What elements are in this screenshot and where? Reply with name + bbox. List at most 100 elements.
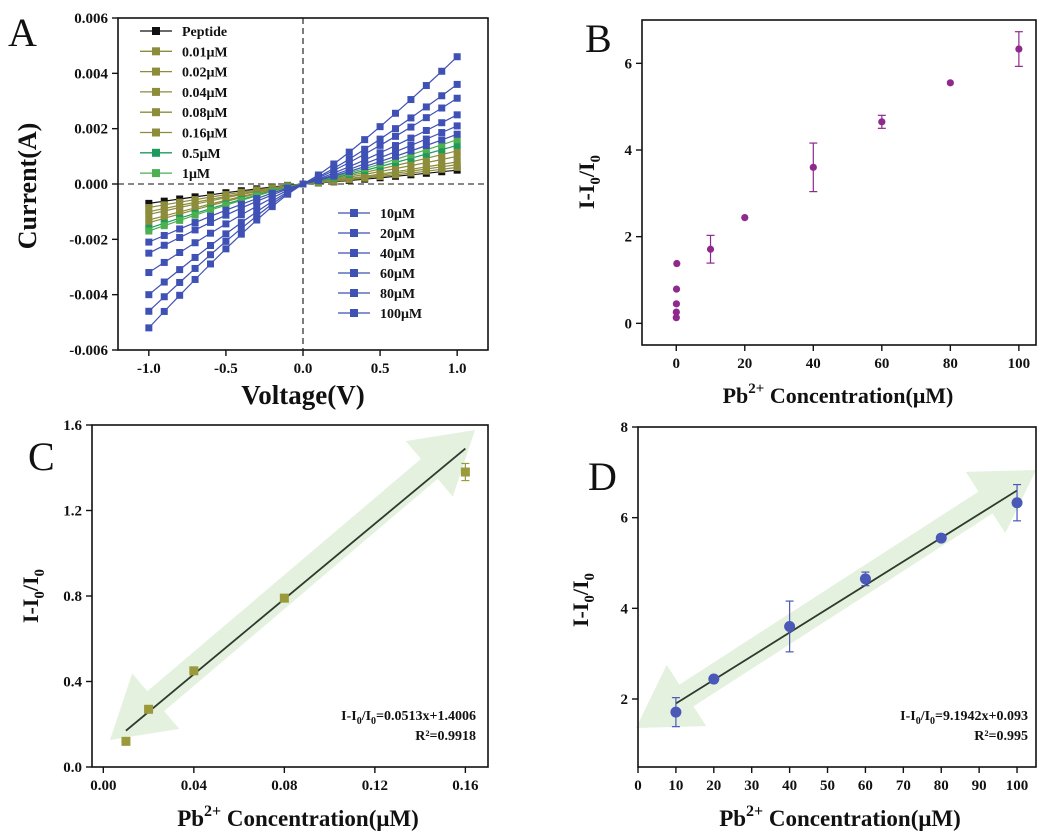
panel-d-r-squared: R²=0.995	[974, 729, 1028, 744]
panel-a-legend-swatch-marker	[152, 87, 160, 96]
panel-a-data-point	[191, 275, 199, 283]
panel-a-data-point	[237, 200, 245, 208]
panel-a-data-point	[330, 160, 338, 168]
panel-a-data-point	[160, 258, 168, 266]
panel-b-data-point	[672, 308, 680, 316]
panel-a-data-point	[438, 160, 446, 168]
panel-a-legend-entry: 10μM	[380, 207, 415, 222]
panel-a-legend-swatch-marker	[152, 27, 160, 35]
panel-a-x-axis-label: Voltage(V)	[241, 380, 364, 410]
panel-a-data-point	[407, 154, 415, 162]
panel-a-data-point	[361, 150, 369, 158]
panel-a-data-point	[145, 269, 153, 277]
panel-a-data-point	[145, 307, 153, 315]
panel-a-data-point	[392, 125, 399, 133]
panel-d-data-point	[935, 532, 947, 544]
panel-a-data-point	[392, 132, 399, 140]
panel-a-data-point	[176, 278, 184, 286]
panel-a-data-point	[237, 204, 245, 212]
panel-b-plot-frame	[641, 19, 1037, 346]
panel-a-ytick-label: -0.006	[69, 343, 108, 359]
panel-a-legend-entry: 40μM	[380, 247, 415, 262]
panel-a-data-point	[453, 122, 461, 130]
panel-c-ytick-label: 0.4	[63, 675, 82, 691]
panel-a-data-point	[222, 237, 230, 245]
panel-a-data-point	[145, 204, 153, 212]
panel-a-data-point	[176, 225, 184, 233]
panel-b-xtick-label: 100	[1008, 356, 1031, 372]
panel-a-data-point	[237, 219, 245, 227]
panel-b-x-axis-label: Pb2+ Concentration(μM)	[723, 381, 954, 408]
panel-a-legend-swatch-marker	[350, 269, 358, 277]
panel-b-data-point	[741, 214, 749, 222]
panel-a-data-point	[253, 197, 261, 205]
panel-a-data-point	[207, 242, 214, 250]
panel-a-data-point	[407, 123, 415, 131]
panel-a-legend-swatch-marker	[152, 148, 160, 157]
panel-d-plot-frame	[637, 426, 1037, 768]
panel-c-ytick-label: 1.2	[63, 504, 82, 520]
panel-d-x-axis-label: Pb2+ Concentration(μM)	[719, 803, 961, 831]
panel-c-xtick-label: 0.04	[181, 778, 208, 794]
panel-b-ytick-label: 4	[625, 143, 633, 159]
panel-a-data-point	[176, 210, 184, 218]
panel-a-data-point	[207, 251, 214, 259]
panel-a-data-point	[222, 245, 230, 253]
panel-b-data-point	[672, 300, 680, 308]
panel-a-data-point	[160, 293, 168, 301]
panel-a-data-point	[438, 141, 446, 149]
panel-label-a: A	[8, 10, 37, 55]
panel-a-data-point	[330, 164, 338, 172]
panel-d-data-point	[1011, 497, 1023, 509]
panel-b-ytick-label: 0	[625, 316, 633, 332]
panel-a-data-point	[407, 141, 415, 149]
panel-a-data-point	[345, 163, 353, 171]
panel-a-data-point	[438, 146, 446, 154]
panel-a-ytick-label: 0.004	[74, 66, 108, 82]
panel-a-data-point	[253, 202, 261, 210]
panel-a-data-point	[237, 196, 245, 204]
panel-c-data-point	[144, 704, 154, 714]
panel-a-data-point	[453, 141, 461, 149]
panel-a-xtick-label: -0.5	[214, 361, 238, 377]
panel-a-ytick-label: -0.002	[69, 232, 108, 248]
panel-a-data-point	[222, 206, 230, 214]
panel-d-xtick-label: 70	[896, 778, 911, 794]
panel-a-data-point	[191, 253, 199, 261]
panel-a-legend-swatch-marker	[152, 128, 160, 137]
panel-b-ytick-label: 6	[625, 56, 633, 72]
panel-a-xtick-label: 0.0	[294, 361, 313, 377]
panel-a-data-point	[191, 264, 199, 272]
panel-d-xtick-label: 40	[782, 778, 797, 794]
panel-a-data-point	[392, 152, 399, 160]
panel-a-data-point	[160, 197, 168, 205]
panel-a-data-point	[376, 149, 384, 157]
panel-a-data-point	[438, 155, 446, 163]
panel-a-data-point	[237, 211, 245, 219]
panel-a-data-point	[361, 160, 369, 168]
panel-a-data-point	[284, 190, 292, 198]
panel-a-data-point	[407, 158, 415, 166]
panel-a-data-point	[145, 199, 153, 207]
panel-a-data-point	[453, 80, 461, 88]
panel-a-data-point	[145, 219, 153, 227]
panel-a-xtick-label: -1.0	[137, 361, 161, 377]
panel-a-data-point	[191, 211, 199, 219]
panel-a-data-point	[160, 214, 168, 222]
panel-d-trend-arrow	[636, 470, 1036, 728]
panel-c-data-point	[279, 593, 289, 603]
panel-a-y-axis-label: Current(A)	[13, 123, 42, 250]
panel-a-data-point	[176, 291, 184, 299]
panel-a-data-point	[453, 111, 461, 119]
panel-a-legend-swatch-marker	[350, 309, 358, 317]
panel-a-data-point	[361, 136, 369, 144]
panel-a-xtick-label: 0.5	[371, 361, 390, 377]
panel-a-data-point	[438, 104, 446, 112]
panel-a-data-point	[191, 219, 199, 227]
panel-a-data-point	[422, 146, 430, 154]
panel-a-data-point	[422, 150, 430, 158]
panel-b-xtick-label: 20	[737, 356, 752, 372]
panel-d-xtick-label: 100	[1006, 778, 1029, 794]
panel-a-data-point	[392, 148, 399, 156]
panel-b-data-point	[672, 314, 680, 322]
